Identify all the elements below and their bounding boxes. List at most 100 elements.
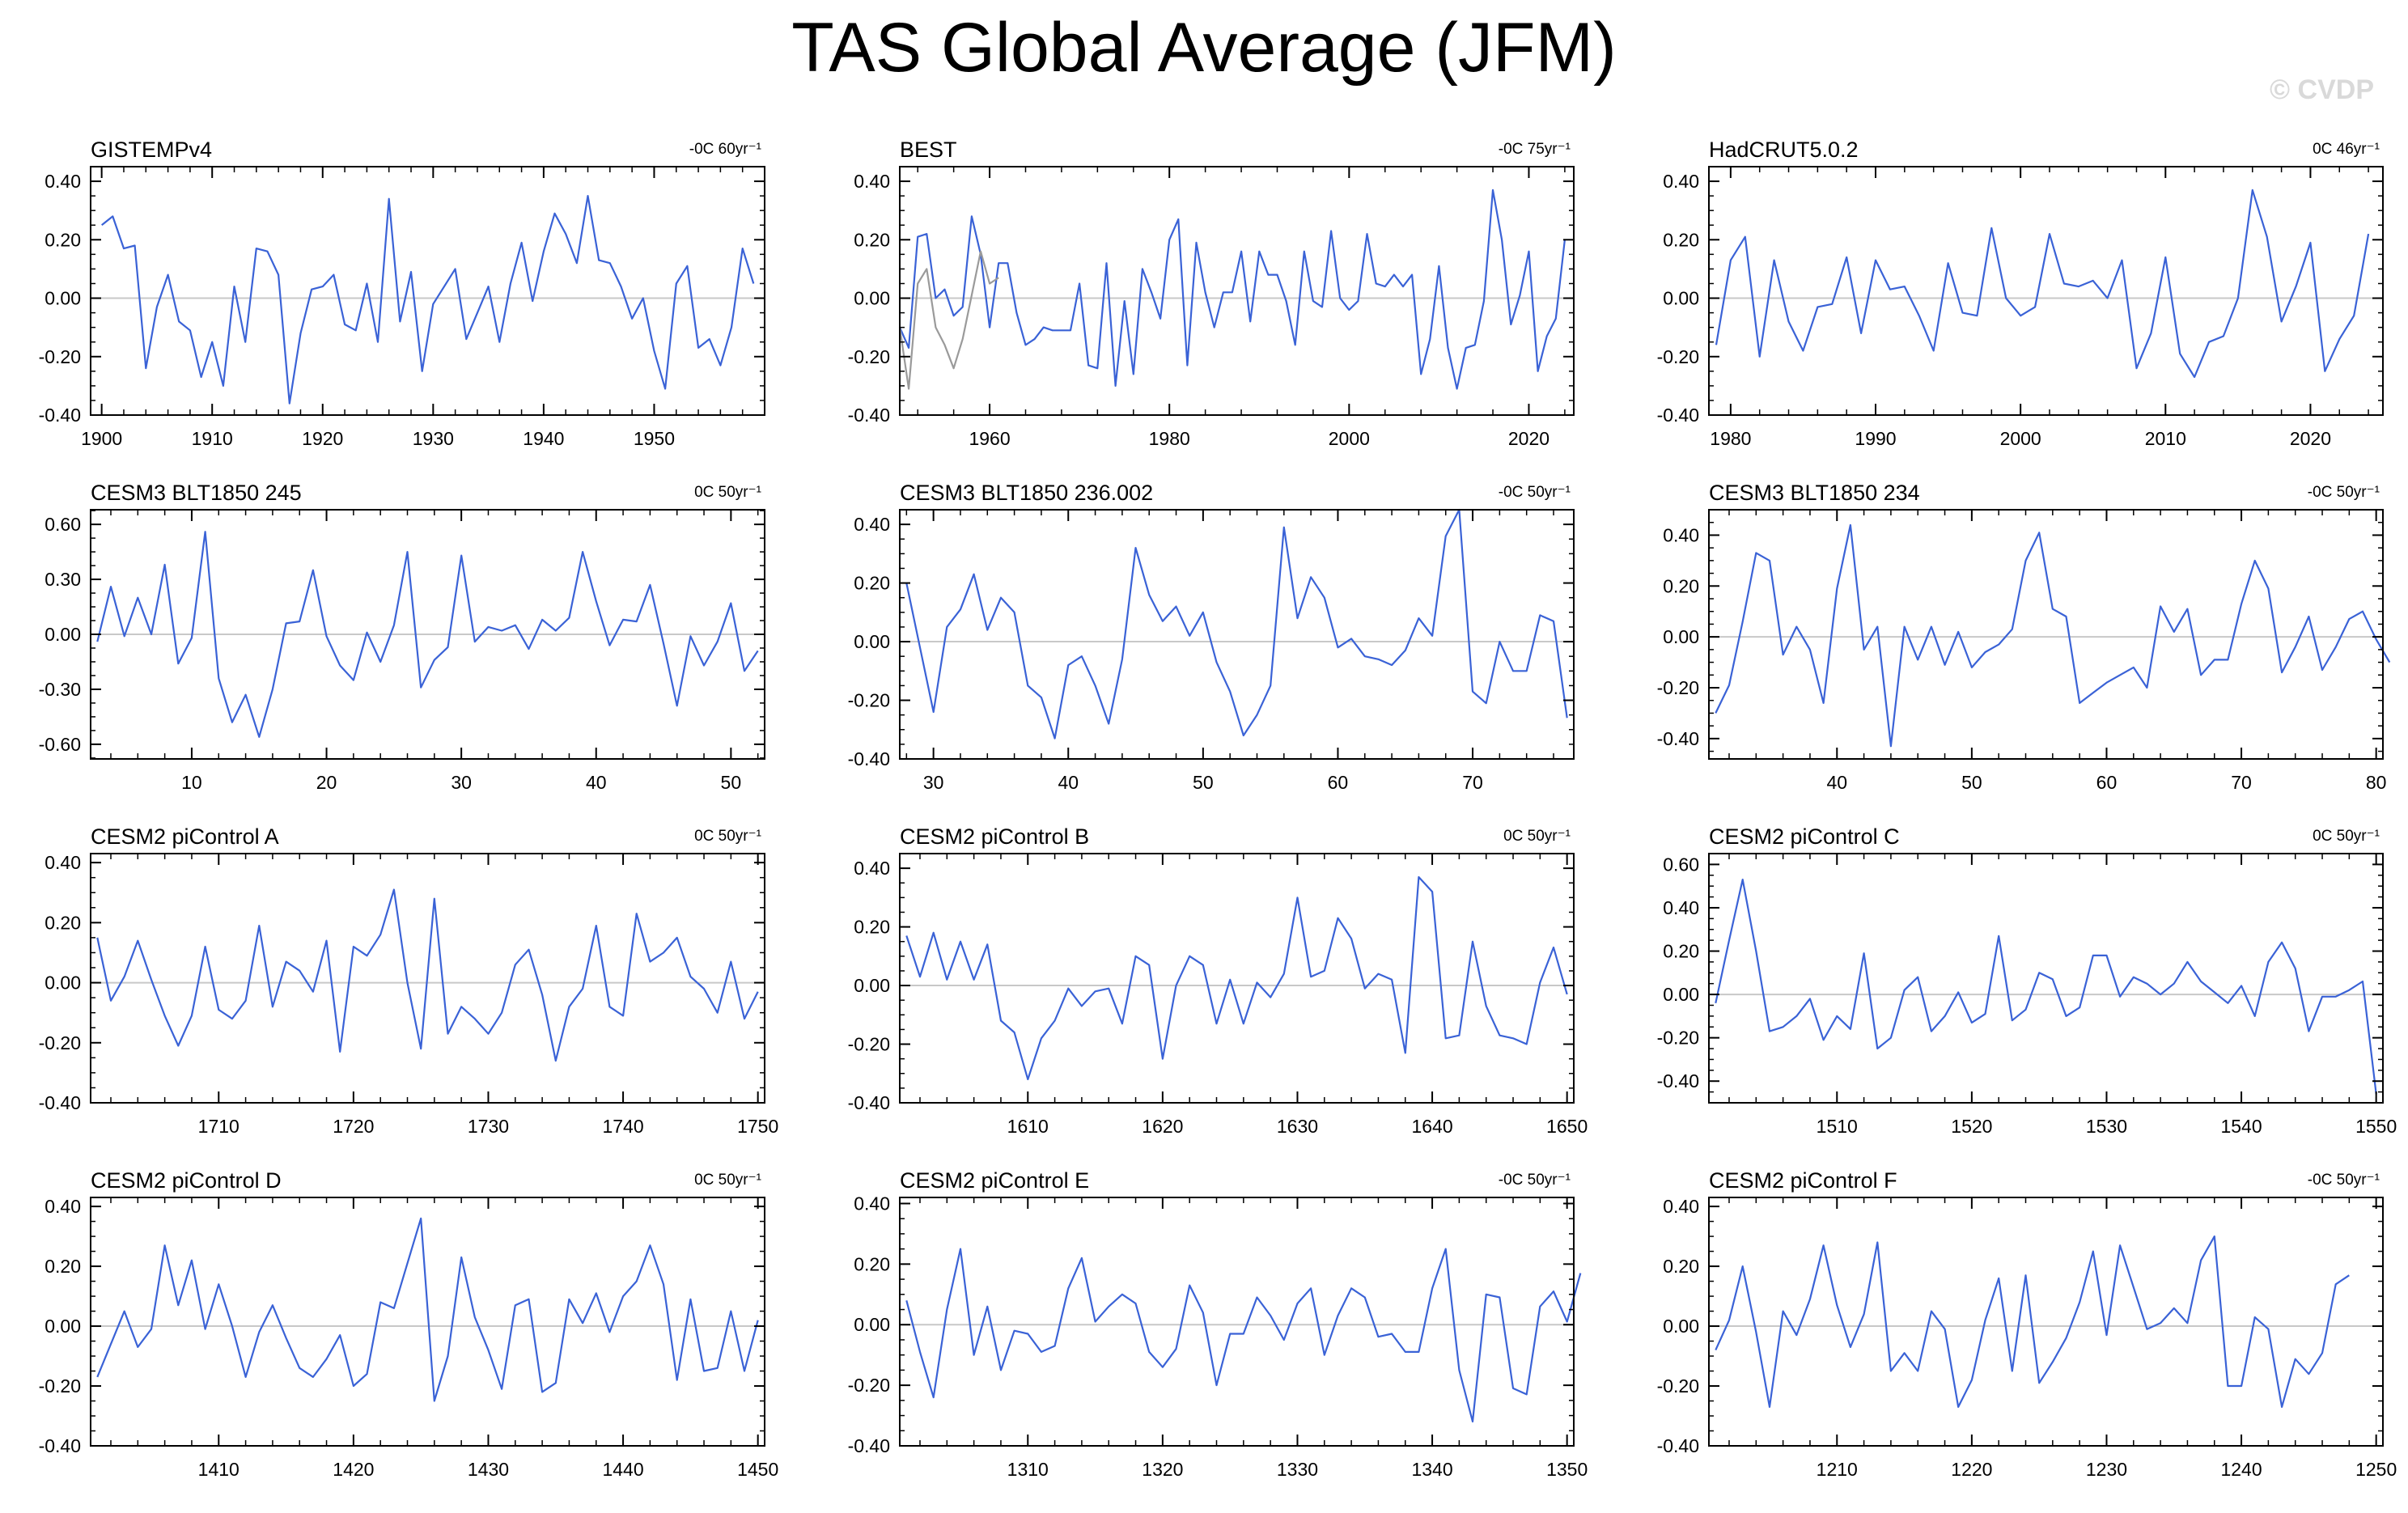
x-tick-label: 1530 [2086,1116,2127,1137]
x-tick-label: 1340 [1411,1459,1452,1480]
trend-label: 0C 50yr⁻¹ [694,484,761,501]
trend-label: -0C 75yr⁻¹ [1499,141,1571,158]
y-tick-label: -0.40 [848,748,890,769]
x-tick-label: 2000 [2000,428,2041,449]
y-tick-label: 0.20 [45,1256,81,1277]
plot-frame [899,509,1575,760]
y-tick-label: -0.20 [848,1034,890,1055]
y-tick-label: -0.20 [848,346,890,367]
panel-4: -0.60 -0.30 0.00 0.30 0.60 10 20 30 40 50 CESM3 BL… [39,481,765,793]
trend-label: 0C 50yr⁻¹ [694,1172,761,1189]
x-tick-label: 1930 [413,428,454,449]
panel-title: CESM2 piControl B [900,824,1089,849]
series-line [1715,1235,2350,1409]
panel-title: CESM2 piControl F [1709,1168,1897,1193]
cvdp-watermark: © CVDP [2270,74,2374,105]
trend-label: -0C 60yr⁻¹ [689,141,761,158]
panel-1: -0.40 -0.20 0.00 0.20 0.40 1900 1910 1920 1930 19… [39,138,765,449]
y-tick-label: 0.00 [1663,1316,1699,1337]
x-tick-label: 1920 [302,428,343,449]
plot-frame [899,853,1575,1104]
y-tick-label: -0.40 [1657,405,1699,426]
x-tick-label: 1220 [1951,1459,1992,1480]
x-tick-label: 40 [1058,772,1079,793]
x-tick-label: 1710 [198,1116,240,1137]
panel-9: -0.40 -0.20 0.00 0.20 0.40 0.60 1510 1520 1530 15… [1657,824,2397,1137]
y-tick-label: 0.00 [854,1314,890,1335]
y-tick-label: 0.60 [45,514,81,535]
series-line [96,531,759,738]
panel-2: -0.40 -0.20 0.00 0.20 0.40 1960 1980 2000 2020 BE… [848,138,1575,449]
y-tick-label: -0.30 [39,679,81,700]
x-tick-label: 1720 [333,1116,374,1137]
x-tick-label: 1430 [468,1459,509,1480]
x-tick-label: 60 [2096,772,2118,793]
y-tick-label: 0.20 [1663,1256,1699,1277]
x-tick-label: 1750 [737,1116,778,1137]
y-tick-label: -0.20 [1657,346,1699,367]
series-line [96,888,759,1062]
panel-6: -0.40 -0.20 0.00 0.20 0.40 40 50 60 70 80 CESM3 BL… [1657,481,2391,793]
plot-frame [90,166,765,416]
trend-label: -0C 50yr⁻¹ [1499,1172,1571,1189]
x-tick-label: 1230 [2086,1459,2127,1480]
x-tick-label: 1610 [1007,1116,1049,1137]
y-tick-label: 0.20 [45,912,81,933]
x-tick-label: 1980 [1710,428,1751,449]
x-tick-label: 1350 [1546,1459,1588,1480]
y-tick-label: -0.40 [1657,1070,1699,1091]
y-tick-label: 0.30 [45,569,81,590]
y-tick-label: 0.00 [854,631,890,652]
series-line [1715,523,2391,748]
panel-title: CESM3 BLT1850 236.002 [900,481,1153,505]
plot-frame [1708,853,2384,1104]
x-tick-label: 1640 [1411,1116,1452,1137]
y-tick-label: 0.20 [1663,941,1699,962]
x-tick-label: 1620 [1142,1116,1183,1137]
x-tick-label: 20 [316,772,337,793]
trend-label: 0C 50yr⁻¹ [2313,828,2380,845]
y-tick-label: 0.20 [1663,575,1699,596]
x-tick-label: 1250 [2355,1459,2397,1480]
panel-12: -0.40 -0.20 0.00 0.20 0.40 1210 1220 1230 1240 12… [1657,1168,2397,1480]
panel-title: CESM2 piControl C [1709,824,1900,849]
series-line [905,1248,1582,1423]
x-tick-label: 1420 [333,1459,374,1480]
x-tick-label: 1210 [1817,1459,1858,1480]
series-line [96,1217,759,1402]
y-tick-label: 0.40 [854,858,890,879]
x-tick-label: 2000 [1329,428,1370,449]
series-line [1715,878,2377,1095]
panel-7: -0.40 -0.20 0.00 0.20 0.40 1710 1720 1730 1740 17… [39,824,779,1137]
y-tick-label: 0.20 [854,1253,890,1274]
y-tick-label: -0.40 [848,1435,890,1456]
x-tick-label: 1950 [634,428,675,449]
y-tick-label: -0.20 [39,1032,81,1053]
y-tick-label: -0.20 [1657,677,1699,698]
x-tick-label: 70 [2231,772,2252,793]
y-tick-label: 0.00 [1663,984,1699,1005]
y-tick-label: 0.60 [1663,854,1699,875]
y-tick-label: 0.40 [45,1196,81,1217]
x-tick-label: 1330 [1277,1459,1318,1480]
trend-label: 0C 46yr⁻¹ [2313,141,2380,158]
x-tick-label: 1410 [198,1459,240,1480]
panel-title: CESM2 piControl A [91,824,279,849]
y-tick-label: -0.40 [39,1092,81,1113]
panel-title: CESM3 BLT1850 245 [91,481,302,505]
x-tick-label: 2010 [2145,428,2186,449]
y-tick-label: -0.40 [1657,728,1699,749]
x-tick-label: 30 [923,772,944,793]
panel-3: -0.40 -0.20 0.00 0.20 0.40 1980 1990 2000 2010 20… [1657,138,2384,449]
y-tick-label: 0.20 [854,917,890,938]
x-tick-label: 1450 [737,1459,778,1480]
panel-11: -0.40 -0.20 0.00 0.20 0.40 1310 1320 1330 1340 13… [848,1168,1588,1480]
y-tick-label: 0.00 [45,288,81,309]
y-tick-label: 0.40 [854,1193,890,1214]
plot-frame [899,166,1575,416]
x-tick-label: 1940 [523,428,564,449]
panel-title: BEST [900,138,957,162]
plot-frame [899,1197,1575,1447]
series-line [905,508,1568,740]
x-tick-label: 80 [2366,772,2387,793]
